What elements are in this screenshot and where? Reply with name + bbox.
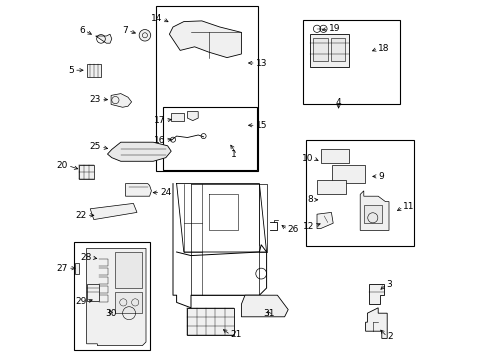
Bar bbox=[331, 38, 345, 61]
Text: 2: 2 bbox=[387, 332, 393, 341]
Polygon shape bbox=[125, 184, 151, 196]
Bar bbox=[314, 38, 328, 61]
Text: 8: 8 bbox=[307, 195, 313, 204]
Bar bbox=[163, 107, 257, 170]
Polygon shape bbox=[96, 34, 112, 43]
Polygon shape bbox=[360, 191, 389, 230]
Text: 25: 25 bbox=[90, 142, 101, 151]
Bar bbox=[332, 165, 365, 183]
Bar bbox=[306, 140, 414, 246]
Text: 3: 3 bbox=[387, 280, 392, 289]
Text: 5: 5 bbox=[68, 66, 74, 75]
Bar bbox=[74, 242, 149, 350]
Polygon shape bbox=[107, 142, 171, 161]
Polygon shape bbox=[317, 212, 333, 229]
Text: 16: 16 bbox=[153, 136, 165, 145]
Text: 15: 15 bbox=[256, 121, 268, 130]
Circle shape bbox=[139, 30, 151, 41]
Text: 30: 30 bbox=[105, 309, 117, 318]
Bar bbox=[310, 34, 349, 67]
Text: 21: 21 bbox=[231, 330, 242, 339]
Text: 28: 28 bbox=[80, 253, 91, 262]
Polygon shape bbox=[90, 203, 137, 220]
Text: 31: 31 bbox=[264, 310, 275, 319]
Bar bbox=[116, 252, 143, 288]
Polygon shape bbox=[111, 94, 132, 107]
Text: 10: 10 bbox=[302, 154, 314, 163]
Polygon shape bbox=[369, 284, 384, 304]
Text: 11: 11 bbox=[403, 202, 415, 211]
Text: 4: 4 bbox=[336, 98, 342, 107]
Bar bbox=[156, 6, 258, 171]
Text: 29: 29 bbox=[75, 297, 87, 306]
Text: 27: 27 bbox=[56, 264, 68, 273]
Text: 22: 22 bbox=[75, 211, 87, 220]
Text: 17: 17 bbox=[153, 116, 165, 125]
Bar bbox=[364, 205, 382, 223]
Text: 23: 23 bbox=[90, 94, 101, 104]
Text: 20: 20 bbox=[56, 161, 68, 170]
Polygon shape bbox=[75, 263, 79, 274]
Polygon shape bbox=[171, 113, 184, 121]
Text: 9: 9 bbox=[378, 172, 384, 181]
Polygon shape bbox=[187, 112, 198, 121]
Bar bbox=[116, 292, 143, 313]
Bar bbox=[317, 180, 346, 194]
Text: 7: 7 bbox=[122, 26, 128, 35]
Text: 19: 19 bbox=[329, 24, 341, 33]
Text: 6: 6 bbox=[79, 26, 85, 35]
Text: 13: 13 bbox=[256, 58, 268, 68]
Bar bbox=[87, 64, 101, 77]
Text: 14: 14 bbox=[151, 14, 162, 23]
Polygon shape bbox=[170, 21, 242, 58]
Text: 24: 24 bbox=[160, 188, 172, 197]
Bar bbox=[87, 284, 99, 301]
Bar bbox=[79, 165, 94, 179]
Polygon shape bbox=[87, 248, 146, 346]
Bar bbox=[303, 20, 400, 104]
Text: 18: 18 bbox=[378, 44, 390, 53]
Bar bbox=[320, 149, 349, 163]
Bar bbox=[187, 308, 234, 335]
Polygon shape bbox=[366, 308, 387, 338]
Text: 26: 26 bbox=[288, 225, 299, 234]
Polygon shape bbox=[242, 295, 288, 317]
Text: 1: 1 bbox=[231, 150, 237, 159]
Text: 12: 12 bbox=[303, 222, 315, 231]
